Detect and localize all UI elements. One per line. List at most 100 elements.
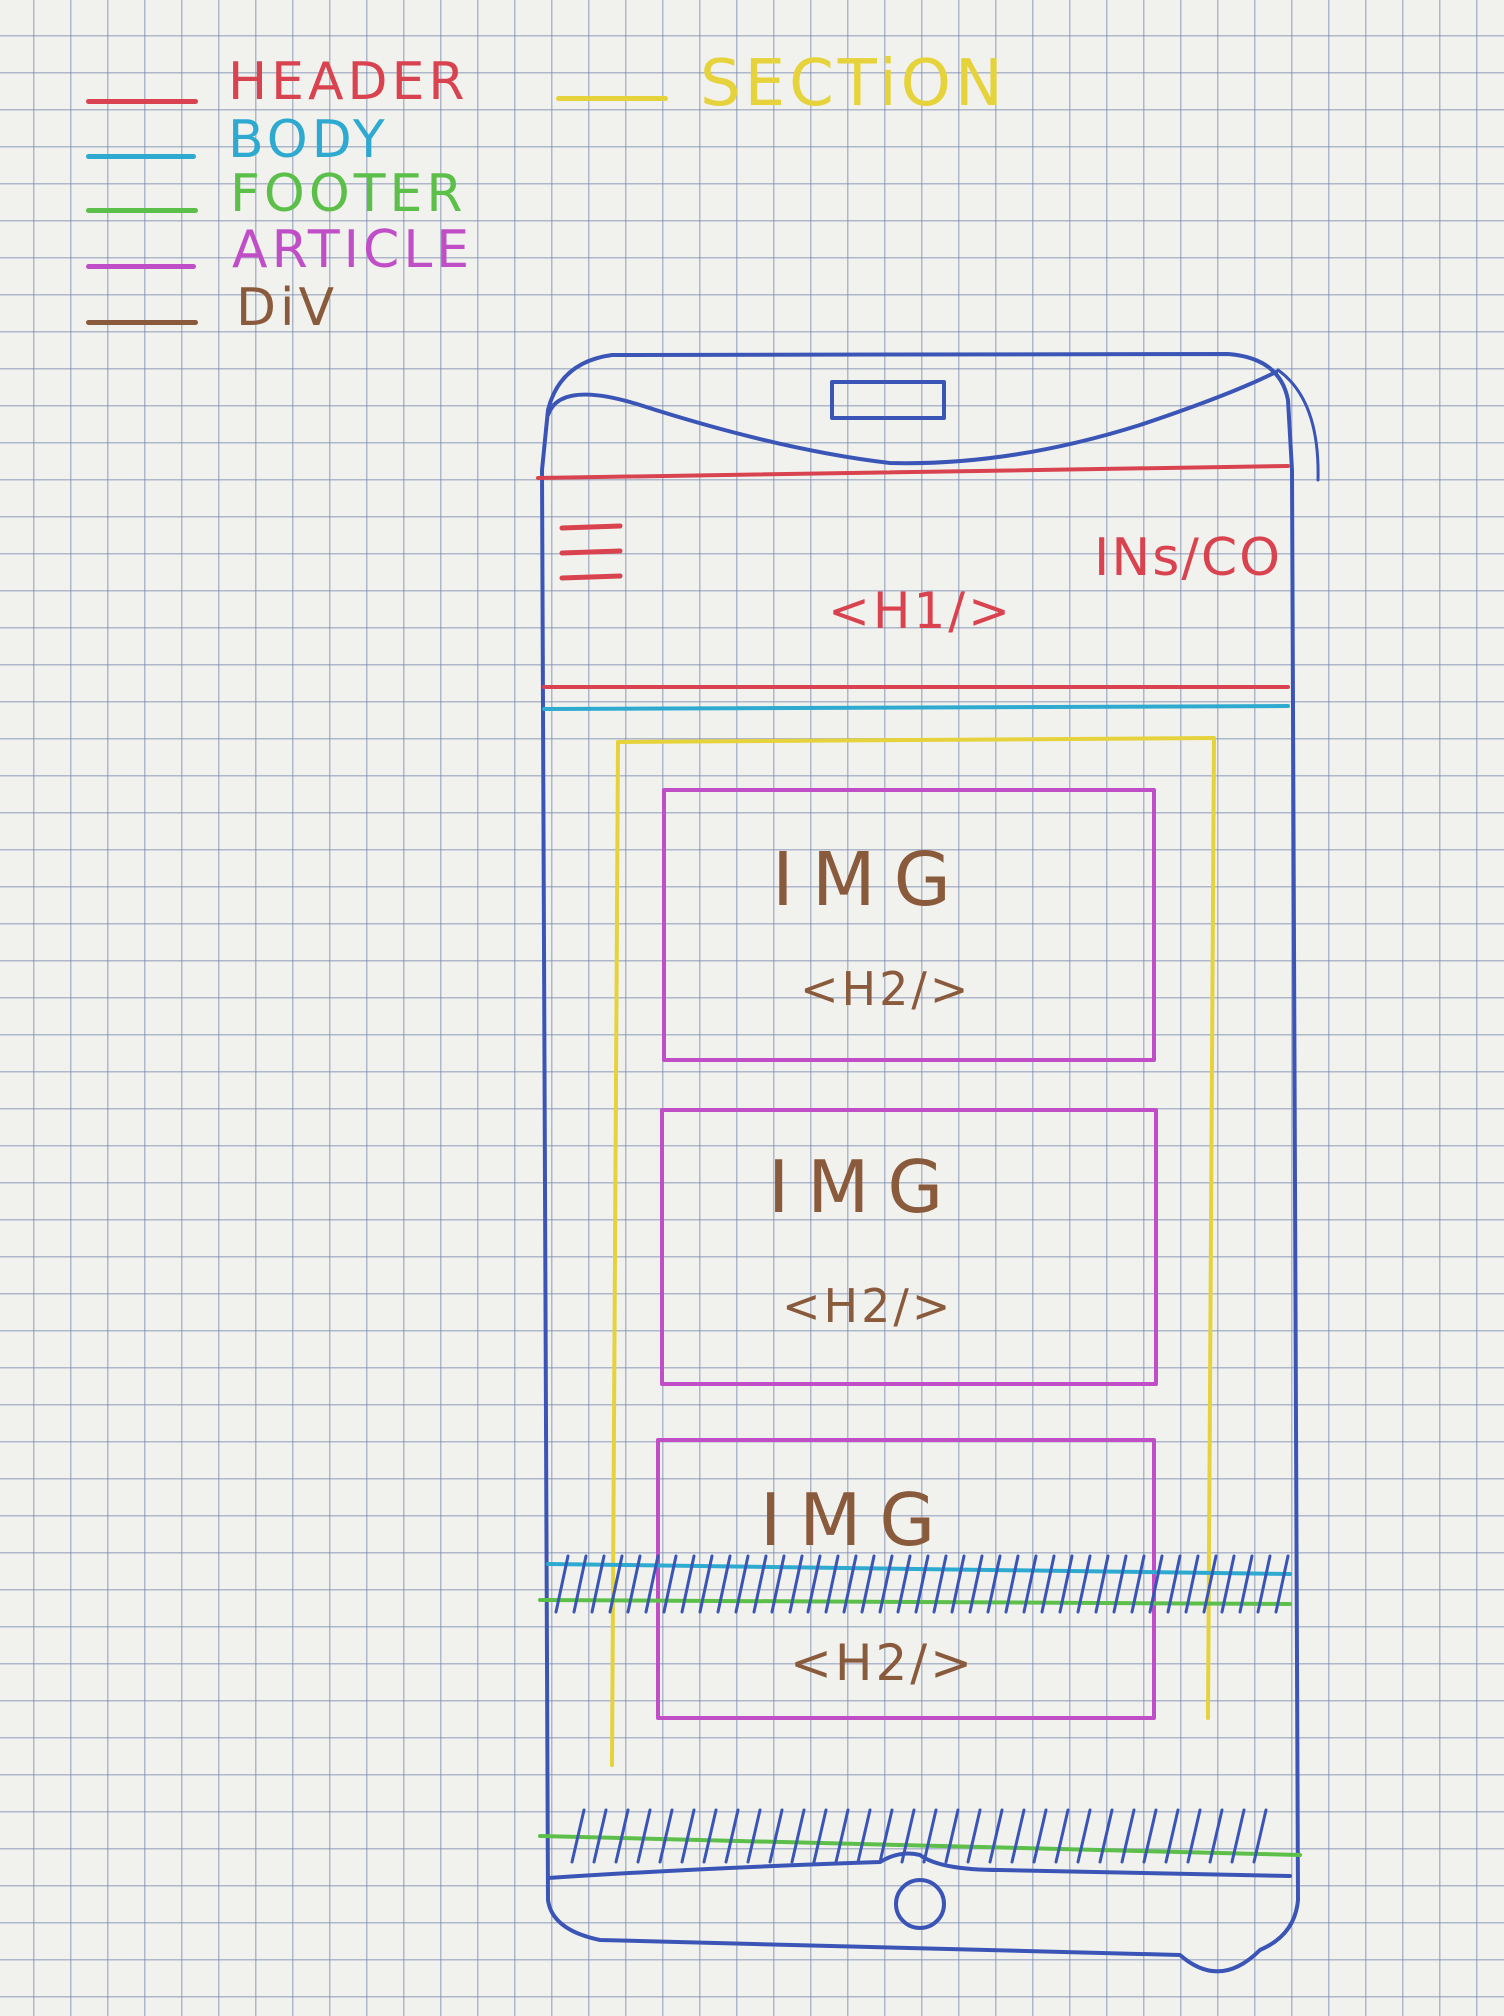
hatch-stroke bbox=[734, 1554, 750, 1614]
hatch-stroke bbox=[1094, 1554, 1110, 1614]
hatch-stroke bbox=[966, 1808, 982, 1864]
hatch-stroke bbox=[988, 1808, 1004, 1864]
hatch-stroke bbox=[1220, 1554, 1236, 1614]
hatch-stroke bbox=[662, 1554, 678, 1614]
hatch-stroke bbox=[968, 1554, 984, 1614]
hatch-stroke bbox=[834, 1808, 850, 1864]
footer-hatching-bottom bbox=[570, 1808, 1268, 1864]
article-2-image-label: IMG bbox=[768, 1145, 961, 1229]
body-bottom-line bbox=[546, 1562, 1292, 1576]
hatch-stroke bbox=[1142, 1808, 1158, 1864]
hatch-stroke bbox=[1184, 1554, 1200, 1614]
hatch-stroke bbox=[1076, 1554, 1092, 1614]
phone-edge-right bbox=[1276, 368, 1320, 482]
legend-div-line bbox=[86, 320, 198, 325]
hatch-stroke bbox=[986, 1554, 1002, 1614]
hatch-stroke bbox=[724, 1808, 740, 1864]
login-label[interactable]: INs/CO bbox=[1094, 528, 1282, 588]
hatch-stroke bbox=[614, 1808, 630, 1864]
hatch-stroke bbox=[1054, 1808, 1070, 1864]
hatch-stroke bbox=[592, 1808, 608, 1864]
legend-body-label: BODY bbox=[228, 110, 389, 170]
hatch-stroke bbox=[680, 1554, 696, 1614]
hatch-stroke bbox=[950, 1554, 966, 1614]
hatch-stroke bbox=[1230, 1808, 1246, 1864]
legend-article-line bbox=[86, 264, 196, 269]
hatch-stroke bbox=[1166, 1554, 1182, 1614]
hatch-stroke bbox=[1130, 1554, 1146, 1614]
hatch-stroke bbox=[1238, 1554, 1254, 1614]
hatch-stroke bbox=[702, 1808, 718, 1864]
hatch-stroke bbox=[680, 1808, 696, 1864]
hamburger-menu-icon bbox=[559, 523, 623, 581]
hatch-stroke bbox=[790, 1808, 806, 1864]
article-2-heading-tag: <H2/> bbox=[782, 1279, 953, 1333]
page-title-tag: <H1/> bbox=[828, 582, 1013, 640]
hatch-stroke bbox=[1256, 1554, 1272, 1614]
hatch-stroke bbox=[770, 1554, 786, 1614]
hatch-stroke bbox=[1274, 1554, 1290, 1614]
article-3 bbox=[656, 1438, 1156, 1720]
hatch-stroke bbox=[1058, 1554, 1074, 1614]
hatch-stroke bbox=[1148, 1554, 1164, 1614]
hatch-stroke bbox=[856, 1808, 872, 1864]
phone-bottom-bezel bbox=[546, 1851, 1292, 1880]
hatch-stroke bbox=[1208, 1808, 1224, 1864]
hatch-stroke bbox=[944, 1808, 960, 1864]
legend-section-line bbox=[556, 96, 668, 101]
body-top-line bbox=[542, 704, 1290, 711]
hatch-stroke bbox=[1010, 1808, 1026, 1864]
hatch-stroke bbox=[590, 1554, 606, 1614]
hatch-stroke bbox=[608, 1554, 624, 1614]
phone-outline bbox=[540, 352, 1300, 1974]
hatch-stroke bbox=[626, 1554, 642, 1614]
hatch-stroke bbox=[1004, 1554, 1020, 1614]
hatch-stroke bbox=[658, 1808, 674, 1864]
hatch-stroke bbox=[896, 1554, 912, 1614]
hatch-stroke bbox=[922, 1808, 938, 1864]
hatch-stroke bbox=[860, 1554, 876, 1614]
article-3-image-label: IMG bbox=[760, 1478, 953, 1562]
legend-footer-line bbox=[86, 208, 198, 213]
legend-div-label: DiV bbox=[236, 278, 339, 338]
hatch-stroke bbox=[1040, 1554, 1056, 1614]
hatch-stroke bbox=[812, 1808, 828, 1864]
hatch-stroke bbox=[746, 1808, 762, 1864]
hatch-stroke bbox=[1164, 1808, 1180, 1864]
hatch-stroke bbox=[698, 1554, 714, 1614]
home-button-icon bbox=[894, 1878, 946, 1930]
speaker-icon bbox=[830, 380, 946, 420]
legend-section-label: SECTiON bbox=[700, 47, 1007, 121]
hatch-stroke bbox=[878, 1808, 894, 1864]
hatch-stroke bbox=[1186, 1808, 1202, 1864]
article-3-heading-tag: <H2/> bbox=[790, 1634, 975, 1692]
hatch-stroke bbox=[824, 1554, 840, 1614]
legend-footer-label: FOOTER bbox=[230, 164, 467, 224]
legend-header-line bbox=[86, 99, 198, 104]
hatch-stroke bbox=[1098, 1808, 1114, 1864]
hatch-stroke bbox=[644, 1554, 660, 1614]
hatch-stroke bbox=[878, 1554, 894, 1614]
section-outline bbox=[610, 736, 1216, 1767]
legend-header-label: HEADER bbox=[228, 52, 469, 112]
hatch-stroke bbox=[932, 1554, 948, 1614]
legend-article-label: ARTICLE bbox=[232, 220, 474, 280]
hatch-stroke bbox=[1252, 1808, 1268, 1864]
hatch-stroke bbox=[752, 1554, 768, 1614]
article-1 bbox=[662, 788, 1156, 1062]
phone-notch-curve bbox=[546, 370, 1278, 466]
footer-bottom-line bbox=[538, 1834, 1302, 1857]
hatch-stroke bbox=[806, 1554, 822, 1614]
hatch-stroke bbox=[914, 1554, 930, 1614]
article-1-image-label: IMG bbox=[772, 837, 969, 923]
article-2 bbox=[660, 1108, 1158, 1386]
hatch-stroke bbox=[1032, 1808, 1048, 1864]
hatch-stroke bbox=[1022, 1554, 1038, 1614]
hatch-stroke bbox=[1076, 1808, 1092, 1864]
hatch-stroke bbox=[554, 1554, 570, 1614]
header-top-line bbox=[536, 464, 1290, 480]
hatch-stroke bbox=[570, 1808, 586, 1864]
hatch-stroke bbox=[768, 1808, 784, 1864]
footer-hatching-top bbox=[554, 1554, 1290, 1614]
